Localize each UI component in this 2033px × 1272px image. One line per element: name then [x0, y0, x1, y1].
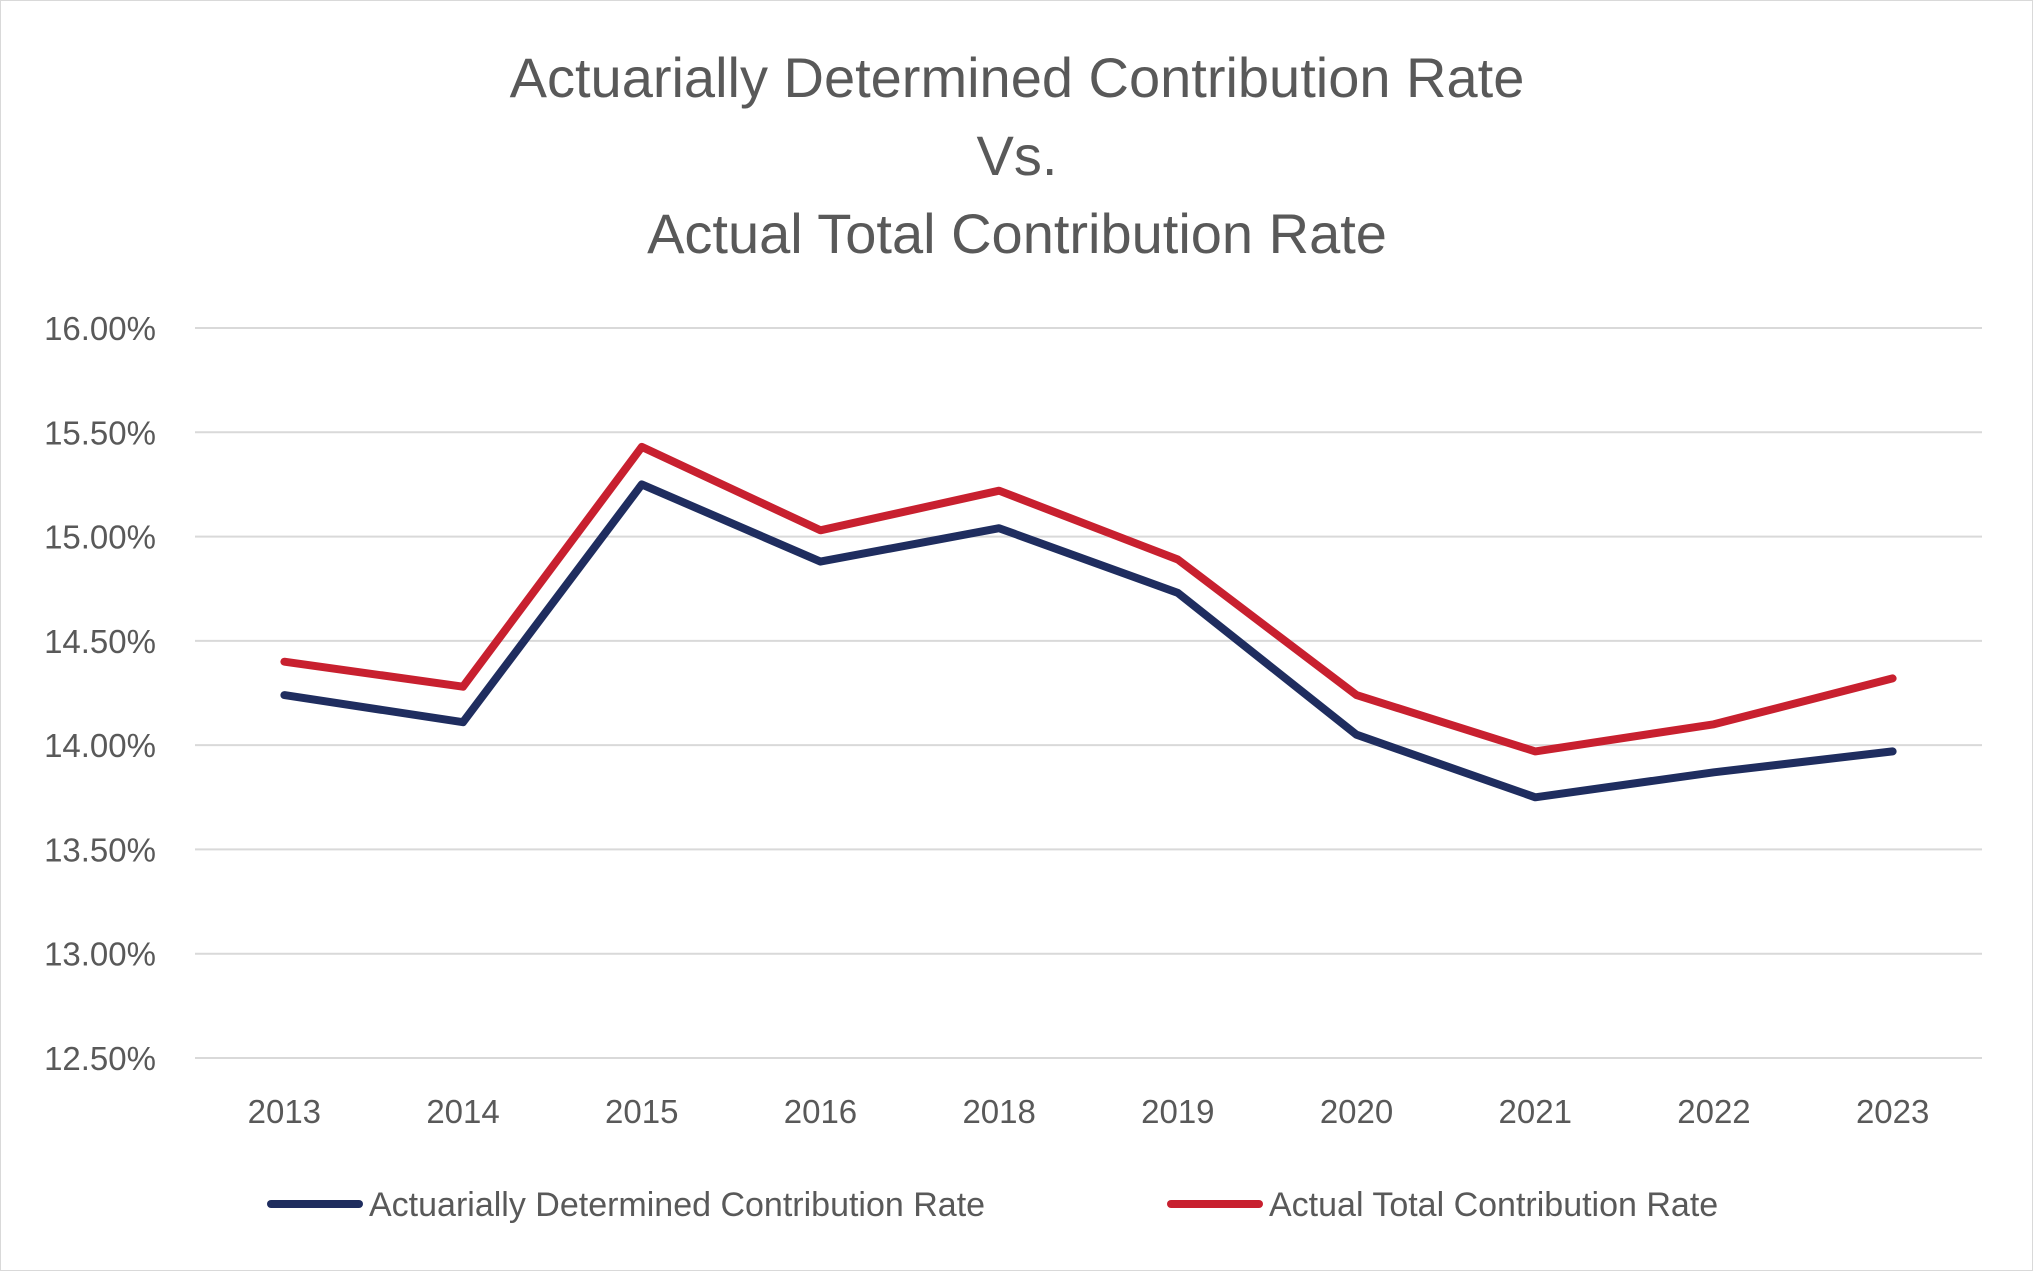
x-tick-label: 2019	[1141, 1093, 1214, 1130]
y-tick-label: 16.00%	[44, 310, 156, 347]
chart-title-line-2: Vs.	[977, 124, 1058, 187]
y-tick-label: 14.00%	[44, 727, 156, 764]
legend-label: Actual Total Contribution Rate	[1269, 1186, 1718, 1224]
y-tick-label: 13.00%	[44, 936, 156, 973]
y-tick-label: 14.50%	[44, 623, 156, 660]
chart-title-line-1: Actuarially Determined Contribution Rate	[510, 46, 1525, 109]
y-tick-label: 13.50%	[44, 831, 156, 868]
x-tick-label: 2020	[1320, 1093, 1393, 1130]
legend-label: Actuarially Determined Contribution Rate	[369, 1186, 985, 1224]
x-tick-label: 2023	[1856, 1093, 1929, 1130]
y-tick-label: 15.00%	[44, 519, 156, 556]
x-tick-label: 2013	[248, 1093, 321, 1130]
x-axis: 2013 2014 2015 2016 2018 2019 2020 2021 2022 2023	[248, 1093, 1930, 1130]
legend: Actuarially Determined Contribution Rate…	[271, 1186, 1718, 1224]
y-axis: 16.00% 15.50% 15.00% 14.50% 14.00% 13.50% 13.0…	[44, 310, 156, 1077]
x-tick-label: 2014	[426, 1093, 499, 1130]
legend-item-actual-total: Actual Total Contribution Rate	[1171, 1186, 1718, 1224]
y-tick-label: 15.50%	[44, 414, 156, 451]
x-tick-label: 2018	[962, 1093, 1035, 1130]
legend-item-actuarially-determined: Actuarially Determined Contribution Rate	[271, 1186, 985, 1224]
y-tick-label: 12.50%	[44, 1040, 156, 1077]
x-tick-label: 2021	[1499, 1093, 1572, 1130]
chart-title-line-3: Actual Total Contribution Rate	[647, 202, 1387, 265]
series-line-actual-total	[284, 447, 1892, 752]
x-tick-label: 2022	[1677, 1093, 1750, 1130]
gridlines	[195, 328, 1982, 1058]
x-tick-label: 2016	[784, 1093, 857, 1130]
chart-title: Actuarially Determined Contribution Rate…	[510, 46, 1525, 265]
x-tick-label: 2015	[605, 1093, 678, 1130]
